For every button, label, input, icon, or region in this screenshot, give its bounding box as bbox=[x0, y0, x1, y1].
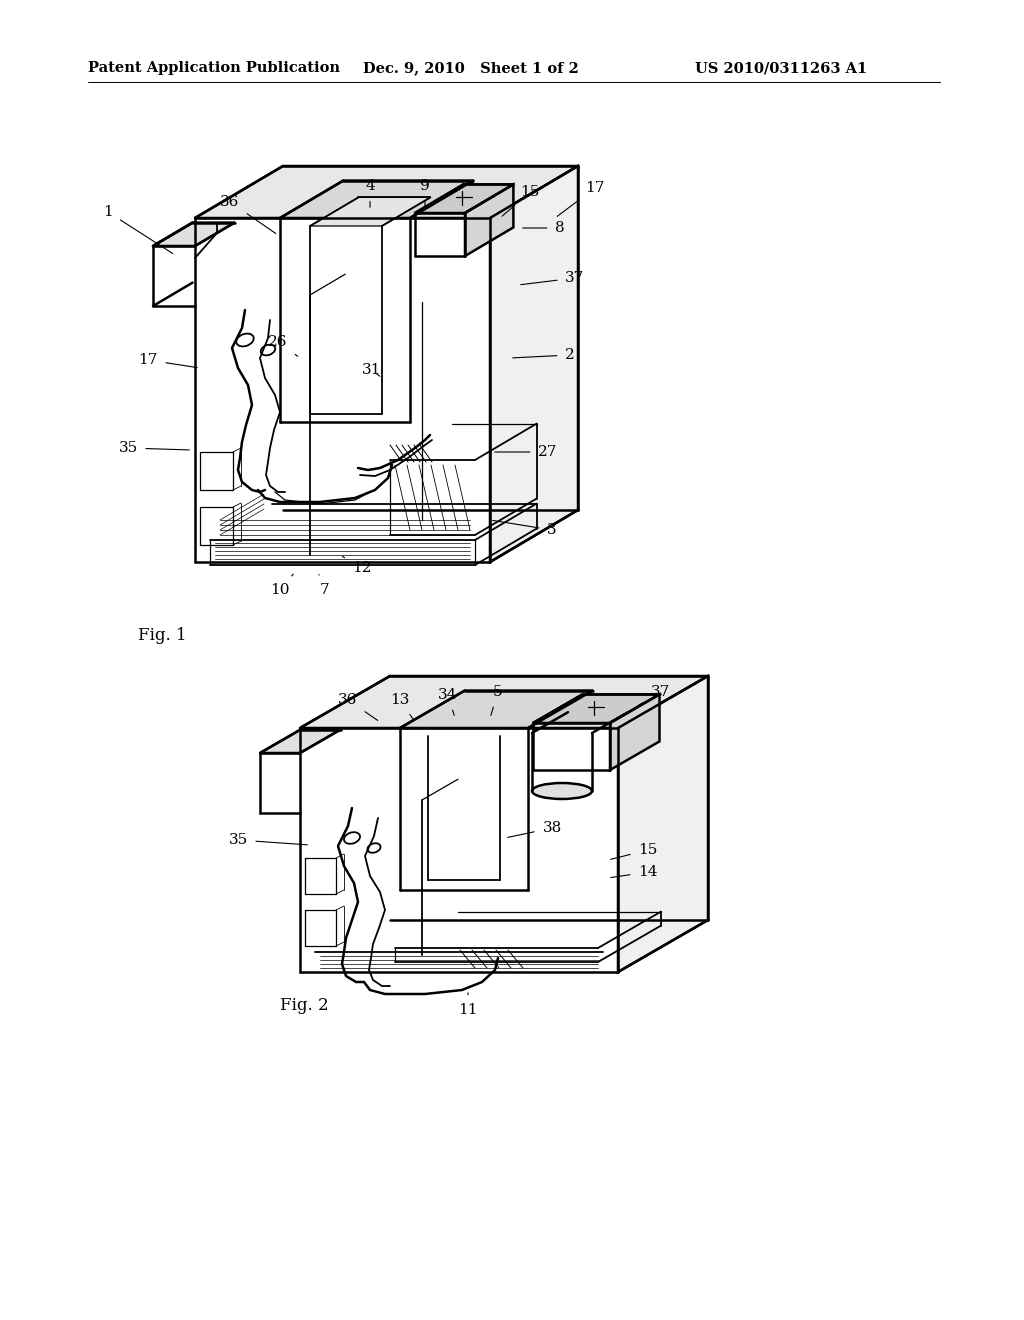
Text: US 2010/0311263 A1: US 2010/0311263 A1 bbox=[695, 61, 867, 75]
Ellipse shape bbox=[532, 783, 592, 799]
Text: 37: 37 bbox=[521, 271, 585, 285]
Ellipse shape bbox=[568, 704, 628, 721]
Text: 15: 15 bbox=[502, 185, 540, 216]
Text: 5: 5 bbox=[490, 685, 503, 715]
Polygon shape bbox=[310, 198, 430, 226]
Polygon shape bbox=[153, 223, 234, 246]
Text: Fig. 2: Fig. 2 bbox=[280, 997, 329, 1014]
Text: 8: 8 bbox=[523, 220, 565, 235]
Polygon shape bbox=[400, 690, 593, 729]
Polygon shape bbox=[610, 694, 659, 770]
Text: Patent Application Publication: Patent Application Publication bbox=[88, 61, 340, 75]
Text: 7: 7 bbox=[319, 574, 330, 597]
Text: 2: 2 bbox=[513, 348, 574, 362]
Text: 26: 26 bbox=[268, 335, 298, 356]
Text: 17: 17 bbox=[557, 181, 605, 216]
Text: Fig. 1: Fig. 1 bbox=[138, 627, 186, 644]
Text: 17: 17 bbox=[138, 352, 198, 367]
Text: 14: 14 bbox=[610, 865, 657, 879]
Text: 12: 12 bbox=[342, 557, 372, 576]
Polygon shape bbox=[195, 166, 578, 218]
Polygon shape bbox=[415, 185, 513, 213]
Text: 35: 35 bbox=[119, 441, 189, 455]
Text: 37: 37 bbox=[631, 685, 670, 710]
Text: 4: 4 bbox=[366, 180, 375, 207]
Polygon shape bbox=[280, 181, 473, 218]
Text: 10: 10 bbox=[270, 574, 293, 597]
Text: 36: 36 bbox=[338, 693, 378, 721]
Text: 11: 11 bbox=[459, 993, 478, 1016]
Text: 36: 36 bbox=[220, 195, 275, 234]
Text: 27: 27 bbox=[495, 445, 558, 459]
Text: 38: 38 bbox=[508, 821, 561, 837]
Polygon shape bbox=[618, 676, 708, 972]
Polygon shape bbox=[300, 676, 708, 729]
Text: 35: 35 bbox=[228, 833, 307, 847]
Polygon shape bbox=[260, 730, 341, 752]
Text: 3: 3 bbox=[493, 520, 557, 537]
Polygon shape bbox=[465, 185, 513, 256]
Polygon shape bbox=[534, 694, 659, 723]
Text: 15: 15 bbox=[610, 843, 657, 859]
Text: 31: 31 bbox=[362, 363, 382, 378]
Text: 13: 13 bbox=[390, 693, 414, 719]
Text: Dec. 9, 2010   Sheet 1 of 2: Dec. 9, 2010 Sheet 1 of 2 bbox=[362, 61, 579, 75]
Text: 1: 1 bbox=[103, 205, 173, 253]
Text: 34: 34 bbox=[438, 688, 458, 715]
Text: 9: 9 bbox=[420, 180, 430, 207]
Polygon shape bbox=[490, 166, 578, 562]
